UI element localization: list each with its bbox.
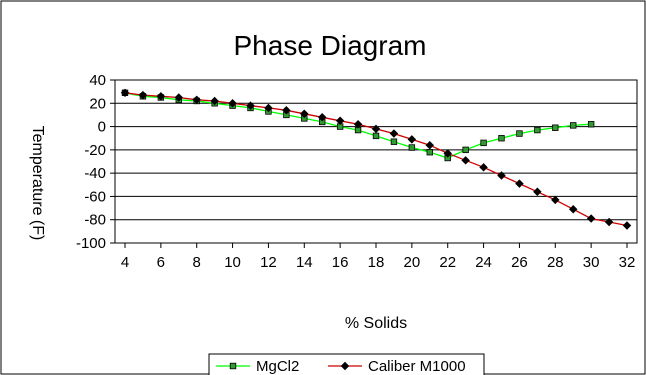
data-point [407,135,417,144]
data-point [120,88,130,98]
data-point [480,139,487,147]
data-point [192,95,201,105]
y-axis-label: Temperature (F) [29,126,46,241]
data-point [138,90,148,100]
series-layer [120,88,632,230]
data-point [534,126,541,134]
data-point [568,205,578,214]
data-point [515,179,524,188]
data-point [371,124,381,134]
data-point [462,146,469,154]
data-point [443,149,452,158]
data-point [586,214,596,223]
data-point [516,130,523,137]
y-tick-label: -100 [76,235,106,252]
data-point [389,129,399,138]
data-point [264,103,273,113]
data-point [210,96,219,106]
data-point [604,217,614,227]
data-point [479,163,488,172]
data-point [498,135,505,142]
data-point [340,361,350,371]
x-tick-label: 10 [224,254,241,271]
legend-item: MgCl2 [216,358,299,375]
x-axis-label: % Solids [345,315,407,332]
y-tick-label: -80 [84,212,106,229]
data-point [282,106,291,115]
legend-label: MgCl2 [256,358,299,375]
data-point [533,187,542,196]
data-point [300,109,309,118]
data-point [461,156,470,165]
x-tick-label: 20 [404,254,421,271]
data-point [425,140,435,150]
x-tick-label: 8 [193,254,201,271]
y-tick-label: -20 [84,142,106,159]
data-point [622,221,632,230]
data-point [426,148,433,156]
data-point [174,93,184,102]
x-tick-label: 14 [296,254,313,271]
data-point [317,113,327,122]
y-tick-label: -40 [84,165,106,182]
x-tick-label: 4 [121,254,129,271]
legend-label: Caliber M1000 [368,358,466,375]
series-caliber-m1000 [120,88,632,230]
grid-lines [115,102,637,221]
x-tick-label: 24 [475,254,492,271]
data-point [372,132,380,140]
x-tick-label: 12 [260,254,277,271]
data-point [552,124,559,131]
y-tick-label: 20 [89,95,106,112]
x-tick-label: 6 [157,254,165,271]
x-tick-label: 18 [368,254,385,271]
data-point [335,116,345,125]
data-point [390,138,398,145]
y-tick-label: 0 [98,119,106,136]
data-point [551,195,560,205]
y-tick-label: -60 [84,188,106,205]
data-point [353,120,363,129]
data-point [156,92,166,101]
x-tick-label: 28 [547,254,564,271]
data-point [570,122,577,129]
legend: MgCl2 Caliber M1000 [208,353,485,375]
data-point [587,121,595,128]
data-point [497,171,506,180]
plot-area [114,79,638,244]
data-point [229,362,237,370]
data-point [408,144,416,151]
y-tick-label: 40 [89,72,106,89]
x-tick-label: 26 [511,254,528,271]
legend-item: Caliber M1000 [328,358,466,375]
x-tick-label: 22 [439,254,456,271]
data-point [246,101,255,110]
x-axis-ticks: 4 6 8 10 12 14 16 18 20 22 24 26 28 30 32 [121,243,636,271]
x-tick-label: 16 [332,254,349,271]
x-tick-label: 32 [619,254,636,271]
x-tick-label: 30 [583,254,600,271]
data-point [228,99,237,108]
y-axis-ticks: 40 20 0 -20 -40 -60 -80 -100 [76,72,115,252]
chart-title: Phase Diagram [234,30,427,61]
